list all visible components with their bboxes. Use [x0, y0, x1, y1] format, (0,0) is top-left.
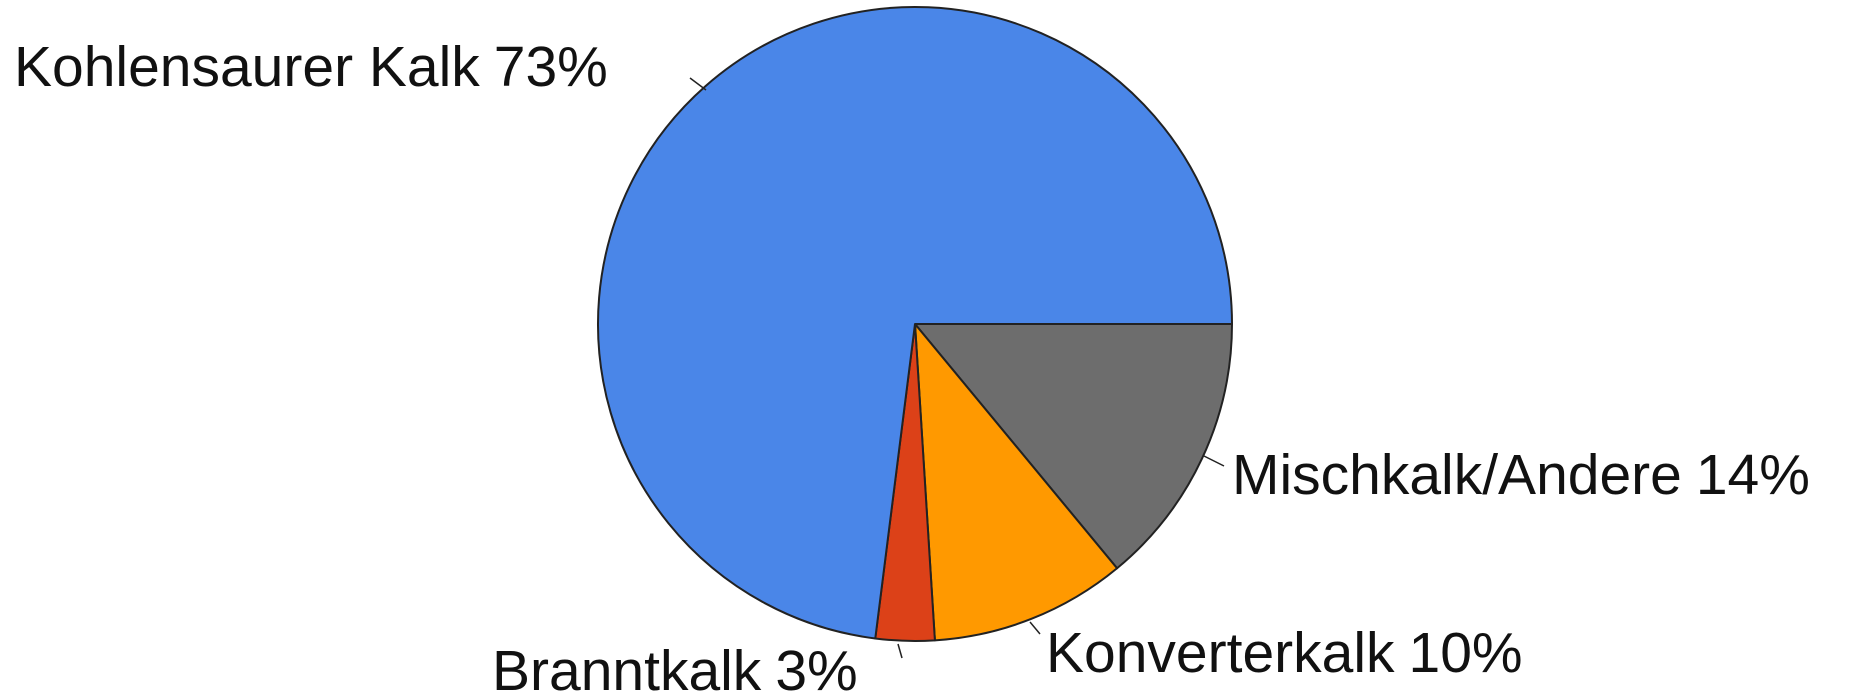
slice-label: Konverterkalk 10% [1046, 621, 1523, 685]
slice-label: Branntkalk 3% [492, 639, 858, 694]
pie-slice [914, 323, 1233, 570]
slice-value: 10% [1409, 621, 1523, 685]
slice-value: 14% [1696, 443, 1810, 507]
slice-name: Branntkalk [492, 639, 762, 694]
slice-label: Kohlensaurer Kalk 73% [14, 35, 608, 99]
pie-slice [914, 323, 1119, 642]
slice-name: Kohlensaurer Kalk [14, 35, 480, 99]
leader-line [1203, 455, 1225, 467]
slice-label: Mischkalk/Andere 14% [1232, 443, 1810, 507]
slice-name: Mischkalk/Andere [1232, 443, 1682, 507]
slice-name: Konverterkalk [1046, 621, 1395, 685]
leader-line [689, 77, 707, 91]
leader-line [897, 643, 903, 659]
leader-line [1029, 621, 1041, 635]
slice-value: 73% [494, 35, 608, 99]
pie-slice [597, 6, 1233, 640]
slice-value: 3% [775, 639, 857, 694]
